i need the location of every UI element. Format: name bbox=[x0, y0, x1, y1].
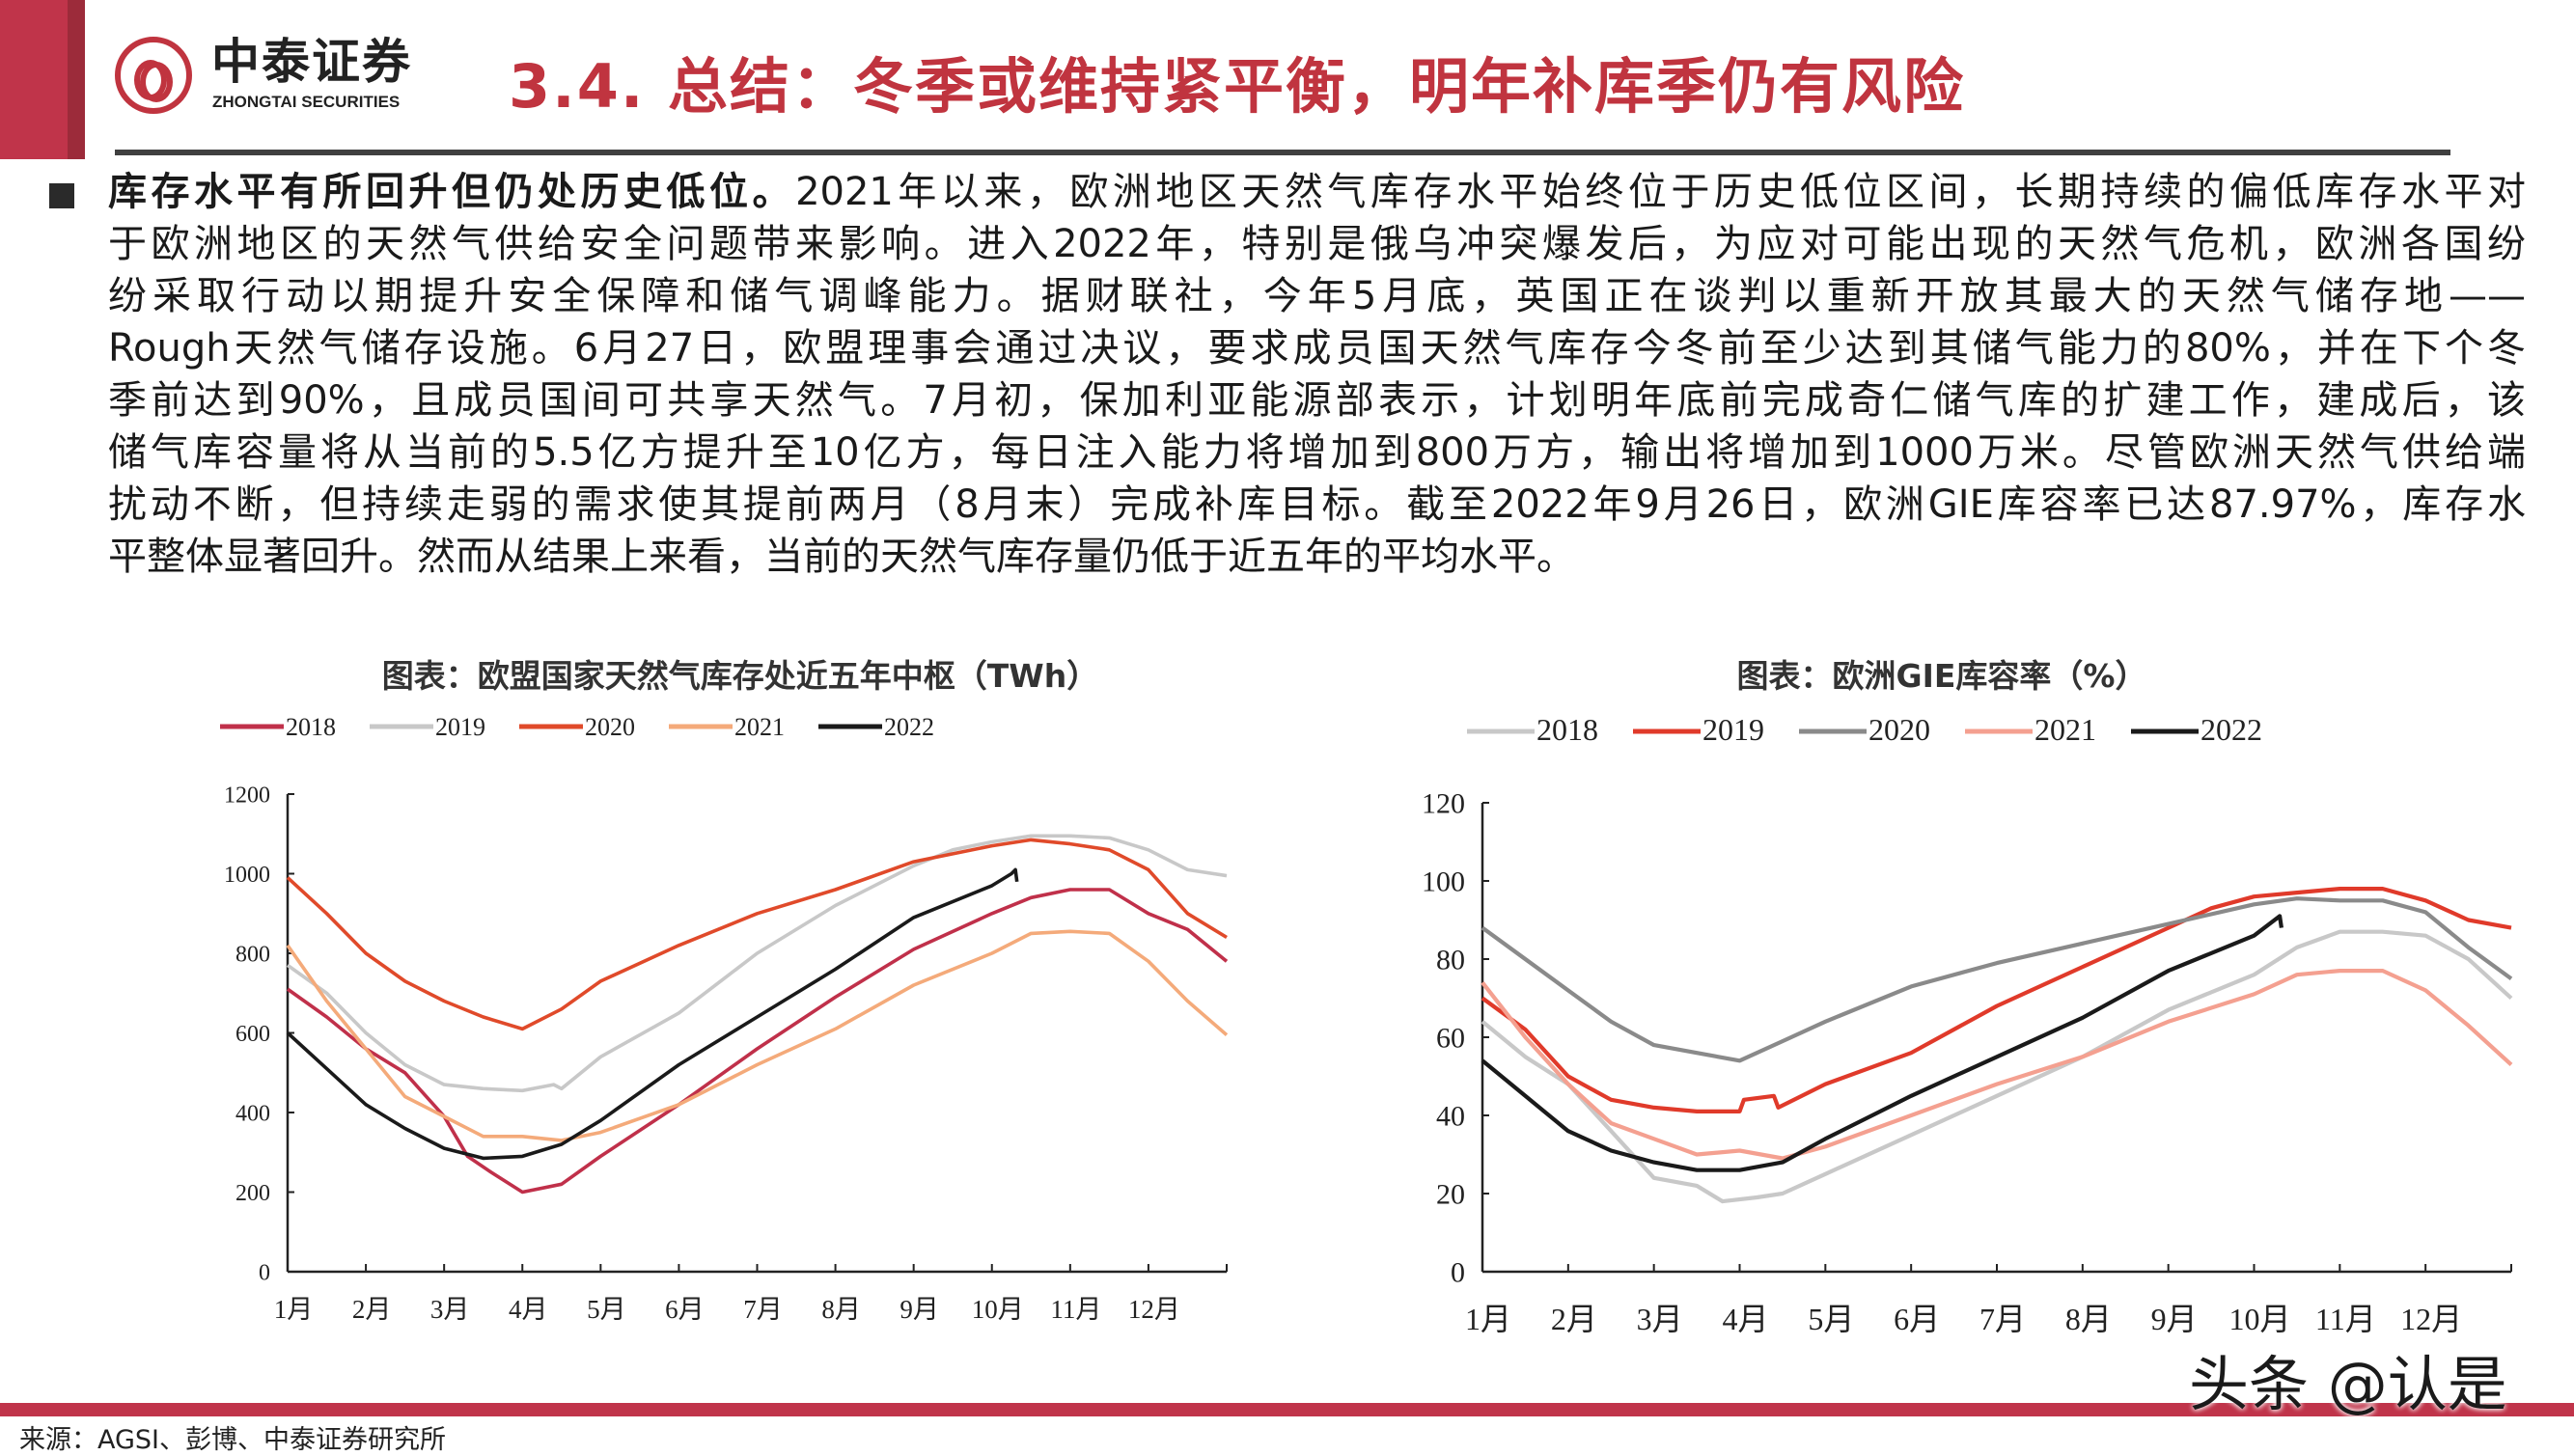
series-line-2018 bbox=[1481, 929, 2513, 1204]
y-tick-label: 400 bbox=[235, 1101, 270, 1126]
paragraph-line: 储气库容量将从当前的5.5亿方提升至10亿方，每日注入能力将增加到800万方，输… bbox=[108, 430, 2526, 475]
chart-title: 图表：欧洲GIE库容率（%） bbox=[1737, 657, 2147, 695]
legend-label: 2022 bbox=[884, 713, 934, 741]
y-tick-label: 0 bbox=[1451, 1257, 1465, 1289]
x-tick-label: 9月 bbox=[2151, 1302, 2198, 1336]
header-accent-bar-dark bbox=[68, 0, 85, 159]
title-divider bbox=[115, 150, 2450, 155]
legend-item-2018: 2018 bbox=[220, 713, 336, 741]
x-tick-label: 4月 bbox=[509, 1295, 548, 1324]
x-tick-label: 11月 bbox=[2315, 1302, 2376, 1336]
y-tick-label: 100 bbox=[1422, 866, 1465, 898]
series-line-2020 bbox=[1481, 896, 2513, 1063]
watermark: 头条 @认是 bbox=[2189, 1349, 2507, 1419]
chart-eu-gas-storage-twh: 图表：欧盟国家天然气库存处近五年中枢（TWh） 0 200 400 600 800 100… bbox=[220, 657, 1229, 1324]
y-tick-label: 0 bbox=[259, 1260, 270, 1285]
y-tick-label: 200 bbox=[235, 1181, 270, 1206]
y-tick-label: 20 bbox=[1436, 1179, 1465, 1211]
legend-label: 2020 bbox=[585, 713, 635, 741]
logo-chinese-name: 中泰证券 bbox=[211, 34, 412, 90]
paragraph-line: 季前达到90%，且成员国间可共享天然气。7月初，保加利亚能源部表示，计划明年底前… bbox=[108, 378, 2526, 423]
series-line-2018 bbox=[286, 888, 1229, 1195]
x-tick-label: 11月 bbox=[1050, 1295, 1101, 1324]
bullet-square-icon bbox=[49, 183, 74, 208]
series-line-2022 bbox=[1481, 914, 2283, 1172]
y-tick-label: 80 bbox=[1436, 945, 1465, 976]
chart-title: 图表：欧盟国家天然气库存处近五年中枢（TWh） bbox=[382, 657, 1098, 695]
y-tick-label: 600 bbox=[235, 1022, 270, 1047]
x-tick-label: 10月 bbox=[972, 1295, 1024, 1324]
legend-item-2020: 2020 bbox=[519, 713, 635, 741]
x-tick-label: 1月 bbox=[1465, 1302, 1511, 1336]
paragraph-line: Rough天然气储存设施。6月27日，欧盟理事会通过决议，要求成员国天然气库存今… bbox=[108, 326, 2526, 371]
legend-item-2022: 2022 bbox=[2131, 712, 2262, 747]
legend-item-2019: 2019 bbox=[1633, 712, 1764, 747]
x-tick-label: 8月 bbox=[821, 1295, 861, 1324]
x-tick-label: 4月 bbox=[1722, 1302, 1768, 1336]
x-tick-label: 12月 bbox=[1128, 1295, 1180, 1324]
series-line-2022 bbox=[286, 867, 1019, 1161]
legend-item-2021: 2021 bbox=[1965, 712, 2096, 747]
x-tick-label: 12月 bbox=[2400, 1302, 2462, 1336]
paragraph-line: 纷采取行动以期提升安全保障和储气调峰能力。据财联社，今年5月底，英国正在谈判以重… bbox=[108, 274, 2526, 318]
body-paragraph: 库存水平有所回升但仍处历史低位。2021年以来，欧洲地区天然气库存水平始终位于历… bbox=[108, 166, 2526, 583]
x-tick-label: 3月 bbox=[430, 1295, 470, 1324]
paragraph-lead: 库存水平有所回升但仍处历史低位。 bbox=[108, 170, 796, 214]
x-tick-label: 3月 bbox=[1637, 1302, 1683, 1336]
x-tick-label: 10月 bbox=[2228, 1302, 2290, 1336]
x-tick-label: 1月 bbox=[274, 1295, 314, 1324]
series-line-2021 bbox=[1481, 969, 2513, 1161]
y-tick-label: 1000 bbox=[224, 863, 270, 888]
legend-label: 2021 bbox=[734, 713, 785, 741]
legend-label: 2020 bbox=[1868, 712, 1930, 747]
legend-label: 2018 bbox=[1536, 712, 1598, 747]
y-tick-label: 1200 bbox=[224, 783, 270, 808]
x-tick-label: 5月 bbox=[1808, 1302, 1854, 1336]
legend-item-2021: 2021 bbox=[669, 713, 785, 741]
paragraph-line: 平整体显著回升。然而从结果上来看，当前的天然气库存量仍低于近五年的平均水平。 bbox=[108, 535, 1575, 579]
paragraph-line: 扰动不断，但持续走弱的需求使其提前两月（8月末）完成补库目标。截至2022年9月… bbox=[108, 482, 2526, 527]
logo-emblem-icon bbox=[115, 37, 192, 114]
x-tick-label: 6月 bbox=[1894, 1302, 1940, 1336]
x-tick-label: 2月 bbox=[352, 1295, 392, 1324]
slide-title: 3.4. 总结：冬季或维持紧平衡，明年补库季仍有风险 bbox=[509, 51, 1965, 122]
x-tick-label: 7月 bbox=[1979, 1302, 2026, 1336]
x-tick-label: 8月 bbox=[2065, 1302, 2112, 1336]
series-line-2019 bbox=[1481, 887, 2512, 1113]
x-tick-label: 7月 bbox=[743, 1295, 783, 1324]
y-tick-label: 40 bbox=[1436, 1101, 1465, 1133]
paragraph-line: 库存水平有所回升但仍处历史低位。2021年以来，欧洲地区天然气库存水平始终位于历… bbox=[108, 166, 2526, 218]
legend-item-2019: 2019 bbox=[370, 713, 485, 741]
legend-item-2018: 2018 bbox=[1467, 712, 1598, 747]
source-note: 来源：AGSI、彭博、中泰证券研究所 bbox=[19, 1425, 447, 1455]
series-line-2019 bbox=[286, 834, 1228, 1093]
legend-label: 2021 bbox=[2034, 712, 2096, 747]
legend-item-2022: 2022 bbox=[818, 713, 934, 741]
logo-english-name: ZHONGTAI SECURITIES bbox=[212, 93, 401, 111]
legend-item-2020: 2020 bbox=[1799, 712, 1930, 747]
header-accent-bar bbox=[0, 0, 68, 159]
company-logo: 中泰证券 ZHONGTAI SECURITIES bbox=[115, 33, 453, 125]
x-tick-label: 6月 bbox=[665, 1295, 705, 1324]
chart-europe-gie-capacity-rate: 图表：欧洲GIE库容率（%） 0 20 40 60 80 100 120 1月 2月 3月 4月 5月… bbox=[1422, 657, 2513, 1336]
legend-label: 2019 bbox=[435, 713, 485, 741]
legend-label: 2019 bbox=[1702, 712, 1764, 747]
x-tick-label: 5月 bbox=[587, 1295, 626, 1324]
legend-label: 2018 bbox=[286, 713, 336, 741]
paragraph-line: 于欧洲地区的天然气供给安全问题带来影响。进入2022年，特别是俄乌冲突爆发后，为… bbox=[108, 222, 2526, 266]
x-tick-label: 9月 bbox=[900, 1295, 939, 1324]
legend-label: 2022 bbox=[2200, 712, 2262, 747]
y-tick-label: 800 bbox=[235, 942, 270, 967]
y-tick-label: 120 bbox=[1422, 788, 1465, 820]
footer-band bbox=[0, 1403, 2574, 1416]
series-line-2021 bbox=[286, 929, 1229, 1142]
x-tick-label: 2月 bbox=[1551, 1302, 1597, 1336]
paragraph-text: 2021年以来，欧洲地区天然气库存水平始终位于历史低位区间，长期持续的偏低库存水… bbox=[795, 170, 2526, 214]
y-tick-label: 60 bbox=[1436, 1023, 1465, 1055]
series-line-2020 bbox=[286, 838, 1228, 1031]
